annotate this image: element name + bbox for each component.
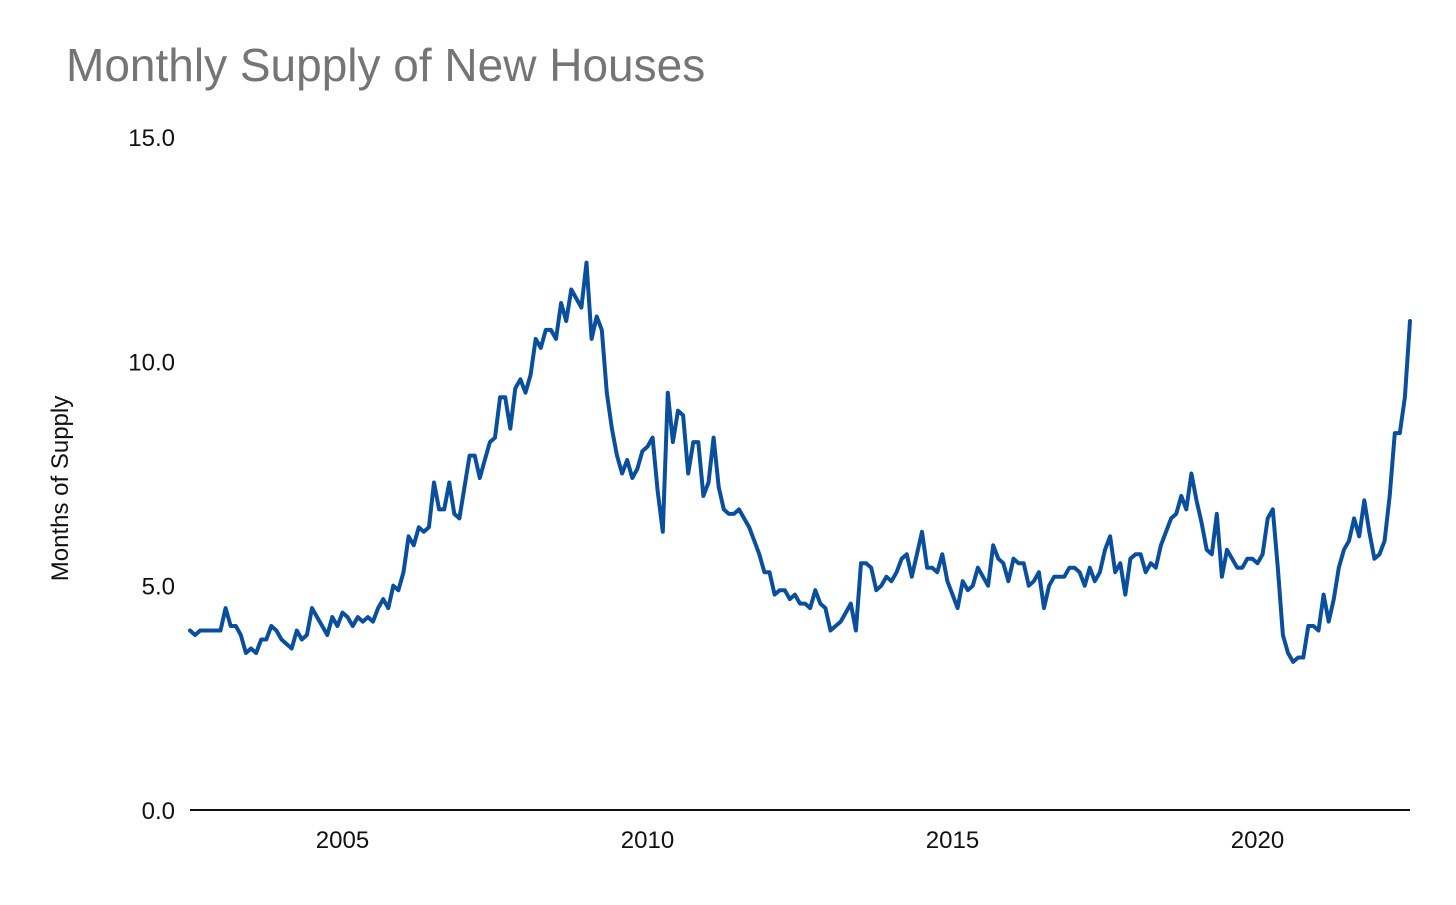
y-axis-label: Months of Supply bbox=[47, 396, 74, 581]
y-tick-label: 15.0 bbox=[128, 125, 175, 152]
x-tick-label: 2015 bbox=[926, 827, 979, 854]
y-axis-ticks: 0.0 5.0 10.0 15.0 bbox=[128, 125, 175, 825]
chart-title: Monthly Supply of New Houses bbox=[66, 39, 706, 91]
y-tick-label: 5.0 bbox=[142, 574, 175, 601]
x-axis-ticks: 2005 2010 2015 2020 bbox=[316, 827, 1284, 854]
y-tick-label: 10.0 bbox=[128, 349, 175, 376]
series-line bbox=[188, 260, 1412, 664]
y-tick-label: 0.0 bbox=[142, 798, 175, 825]
x-tick-label: 2005 bbox=[316, 827, 369, 854]
x-tick-label: 2020 bbox=[1231, 827, 1284, 854]
x-tick-label: 2010 bbox=[621, 827, 674, 854]
